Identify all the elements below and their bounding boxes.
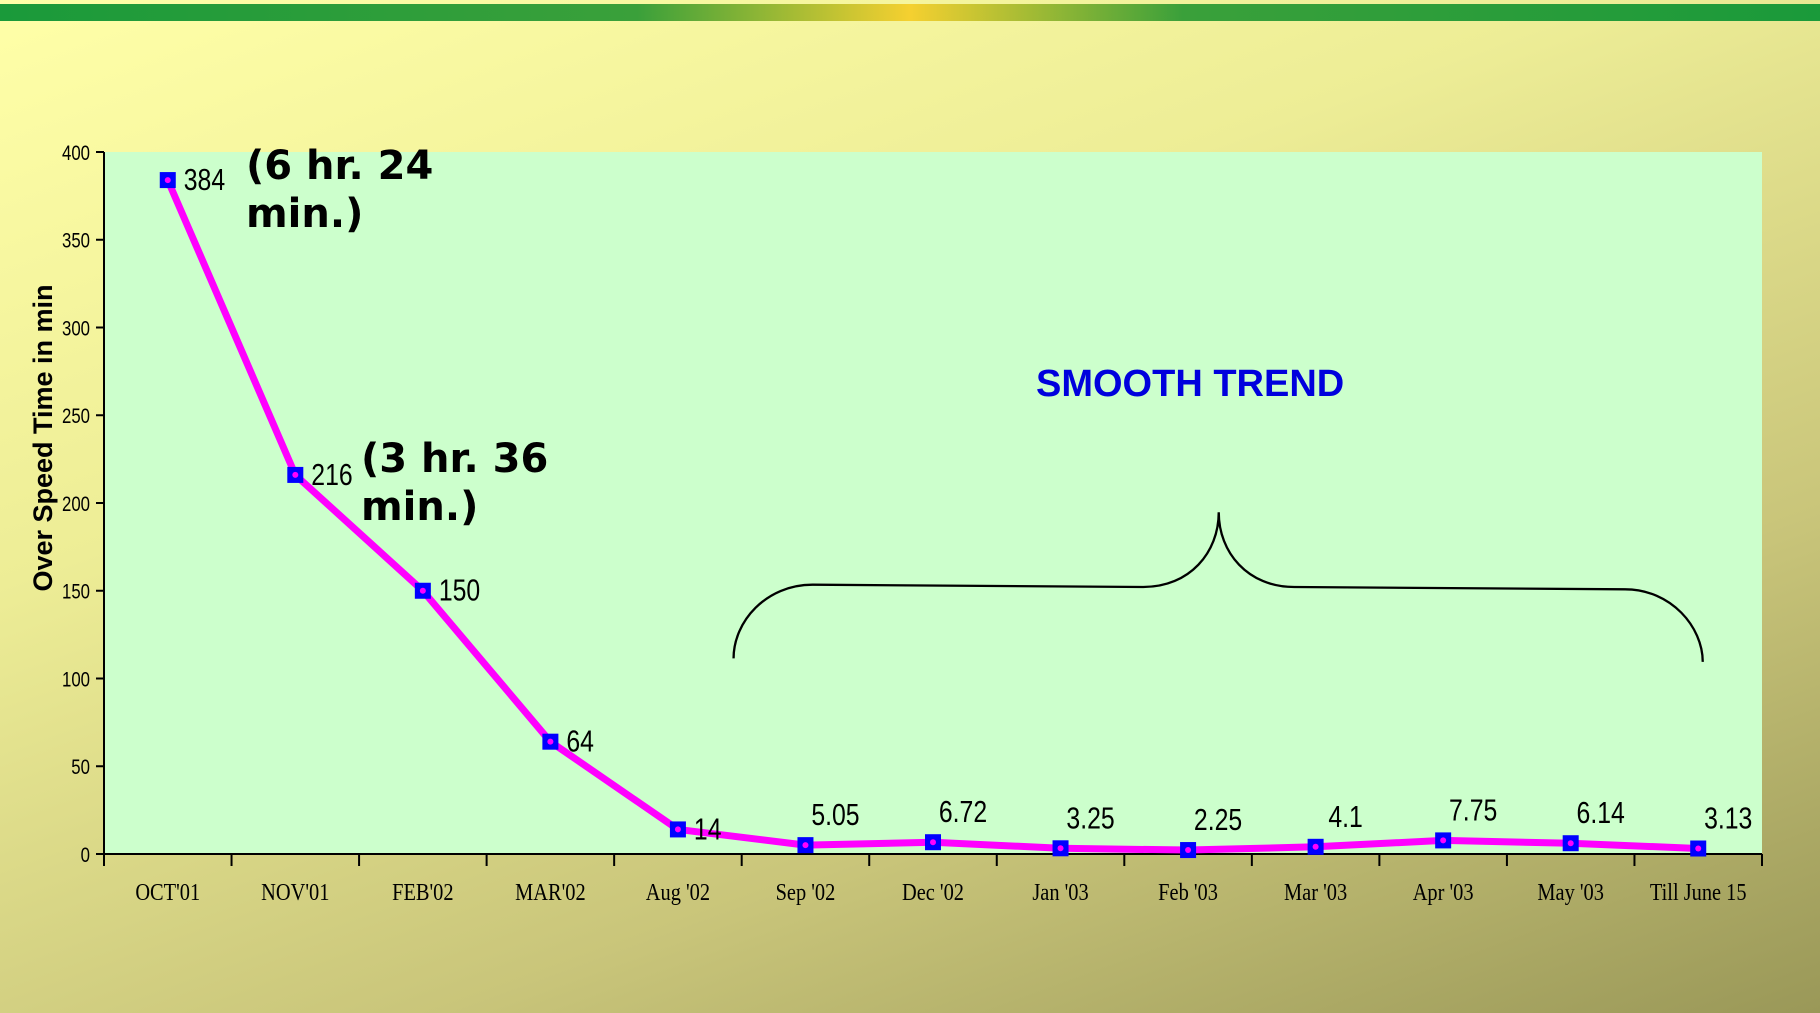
data-label: 6.14 bbox=[1577, 796, 1625, 830]
y-tick-label: 150 bbox=[62, 581, 90, 604]
annotation: (6 hr. 24 min.) bbox=[246, 143, 434, 237]
brace bbox=[732, 512, 1704, 662]
data-point-center bbox=[930, 839, 936, 846]
y-tick-label: 200 bbox=[62, 493, 90, 516]
data-label: 3.13 bbox=[1704, 801, 1752, 835]
y-axis-label: Over Speed Time in min bbox=[28, 284, 58, 591]
annotation: SMOOTH TREND bbox=[1036, 363, 1345, 405]
data-label: 216 bbox=[311, 457, 352, 491]
data-point-center bbox=[1695, 845, 1702, 852]
x-tick-label: Mar '03 bbox=[1284, 878, 1347, 905]
data-point-center bbox=[419, 587, 426, 594]
data-label: 2.25 bbox=[1194, 802, 1242, 836]
data-point-center bbox=[674, 826, 681, 833]
x-tick-label: Jan '03 bbox=[1032, 878, 1088, 905]
y-tick-label: 300 bbox=[62, 318, 90, 341]
plot-area bbox=[104, 152, 1762, 854]
data-label: 4.1 bbox=[1328, 799, 1362, 833]
data-label: 384 bbox=[184, 162, 225, 196]
data-point-center bbox=[802, 842, 809, 849]
data-point-center bbox=[1057, 845, 1064, 852]
y-tick-label: 50 bbox=[71, 757, 90, 780]
data-point-center bbox=[1312, 843, 1319, 850]
x-tick-label: Feb '03 bbox=[1158, 878, 1218, 905]
top-bar bbox=[0, 4, 1820, 21]
x-tick-label: MAR'02 bbox=[515, 878, 586, 905]
data-point-center bbox=[547, 738, 554, 745]
data-label: 64 bbox=[566, 724, 594, 758]
x-tick-label: May '03 bbox=[1537, 878, 1604, 905]
annotation: (3 hr. 36 min.) bbox=[361, 436, 549, 530]
y-tick-label: 0 bbox=[81, 844, 90, 867]
data-label: 6.72 bbox=[939, 795, 987, 829]
x-tick-label: OCT'01 bbox=[135, 878, 200, 905]
y-tick-label: 400 bbox=[62, 142, 90, 165]
data-point-center bbox=[1567, 840, 1574, 847]
x-tick-label: FEB'02 bbox=[392, 878, 453, 905]
data-point-center bbox=[1440, 837, 1447, 844]
data-point-center bbox=[292, 471, 299, 478]
y-tick-label: 350 bbox=[62, 230, 90, 253]
x-tick-label: Aug '02 bbox=[646, 878, 710, 905]
x-tick-label: NOV'01 bbox=[261, 878, 329, 905]
data-label: 150 bbox=[439, 573, 480, 607]
data-point-center bbox=[164, 177, 171, 184]
x-tick-label: Apr '03 bbox=[1413, 878, 1474, 905]
data-label: 3.25 bbox=[1066, 801, 1114, 835]
x-tick-label: Dec '02 bbox=[902, 878, 964, 905]
x-tick-label: Sep '02 bbox=[776, 878, 836, 905]
y-tick-label: 100 bbox=[62, 669, 90, 692]
x-tick-label: Till June 15 bbox=[1650, 878, 1747, 905]
data-point-center bbox=[1185, 847, 1192, 854]
data-label: 5.05 bbox=[811, 798, 859, 832]
data-label: 14 bbox=[694, 812, 722, 846]
data-label: 7.75 bbox=[1449, 793, 1497, 827]
y-tick-label: 250 bbox=[62, 406, 90, 429]
